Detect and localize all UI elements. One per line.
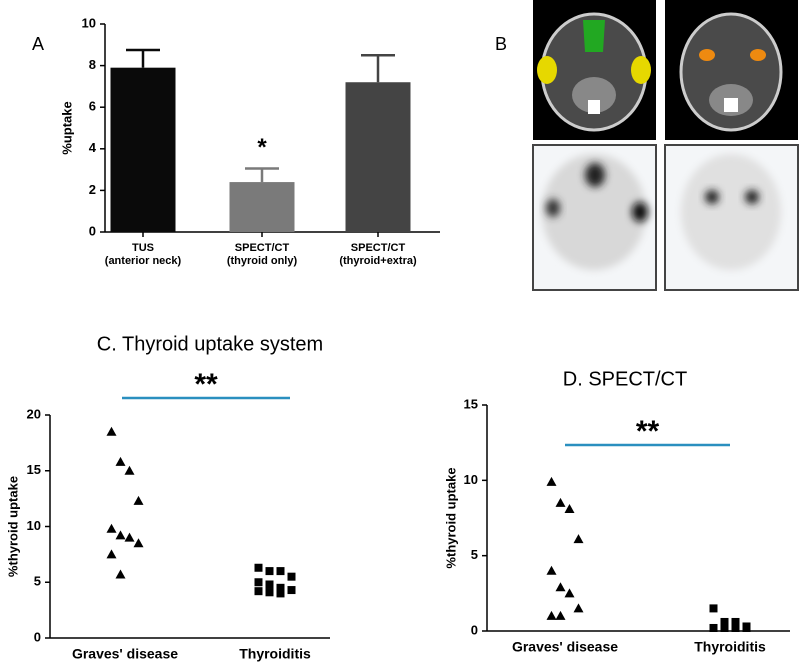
- y-tick-label: 5: [471, 547, 478, 562]
- error-bar: [126, 48, 160, 68]
- point: [115, 456, 126, 466]
- point: [133, 495, 144, 505]
- point: [546, 610, 557, 620]
- chart-title: D. SPECT/CT: [563, 368, 687, 390]
- point: [546, 565, 557, 575]
- bar: [345, 82, 411, 233]
- y-axis-label: %thyroid uptake: [443, 467, 458, 568]
- x-tick-label: SPECT/CT (thyroid only): [226, 242, 298, 267]
- point: [276, 567, 285, 576]
- point: [564, 588, 575, 598]
- y-tick-label: 4: [89, 140, 97, 155]
- bar: [229, 182, 295, 232]
- point: [265, 588, 274, 597]
- y-tick-label: 2: [89, 182, 96, 197]
- point: [276, 589, 285, 598]
- point: [731, 623, 740, 632]
- point: [276, 583, 285, 592]
- panel-label: B: [495, 34, 507, 54]
- point: [546, 476, 557, 486]
- point: [254, 578, 263, 587]
- y-tick-label: 20: [27, 406, 41, 421]
- x-tick-label: Thyroiditis: [694, 639, 766, 655]
- y-tick-label: 15: [464, 396, 478, 411]
- y-axis-label: %thyroid uptake: [5, 476, 20, 577]
- annotation: **: [194, 368, 218, 401]
- y-tick-label: 10: [27, 518, 41, 533]
- point: [720, 617, 729, 626]
- x-tick-label: TUS (anterior neck): [104, 242, 182, 267]
- panel-label: A: [32, 34, 44, 54]
- point: [720, 622, 729, 631]
- point: [555, 497, 566, 507]
- point: [115, 569, 126, 579]
- y-axis-label: %uptake: [59, 101, 74, 154]
- point: [265, 567, 274, 576]
- point: [106, 426, 117, 436]
- point: [709, 604, 718, 613]
- point: [709, 623, 718, 632]
- x-tick-label: Graves' disease: [72, 646, 178, 662]
- y-tick-label: 10: [464, 472, 478, 487]
- point: [742, 623, 751, 632]
- point: [555, 610, 566, 620]
- point: [573, 534, 584, 544]
- x-tick-label: SPECT/CT (thyroid+extra): [339, 242, 417, 267]
- point: [287, 572, 296, 581]
- error-bar: [245, 167, 279, 183]
- ct-images: [533, 0, 798, 140]
- point: [124, 465, 135, 475]
- error-bar: [361, 53, 395, 83]
- y-tick-label: 0: [34, 629, 41, 644]
- point: [254, 563, 263, 572]
- point: [106, 549, 117, 559]
- annotation: **: [636, 415, 660, 448]
- point: [106, 523, 117, 533]
- bar: [110, 67, 176, 233]
- point: [124, 532, 135, 542]
- point: [555, 582, 566, 592]
- y-tick-label: 15: [27, 462, 41, 477]
- point: [731, 617, 740, 626]
- y-tick-label: 0: [89, 223, 96, 238]
- spect-images: [532, 144, 799, 291]
- point: [564, 503, 575, 513]
- y-tick-label: 0: [471, 622, 478, 637]
- point: [573, 603, 584, 613]
- point: [115, 530, 126, 540]
- chart-title: C. Thyroid uptake system: [97, 333, 323, 355]
- point: [133, 538, 144, 548]
- y-tick-label: 5: [34, 574, 41, 589]
- point: [265, 580, 274, 589]
- point: [287, 586, 296, 595]
- x-tick-label: Thyroiditis: [239, 646, 311, 662]
- y-tick-label: 10: [82, 15, 96, 30]
- x-tick-label: Graves' disease: [512, 639, 618, 655]
- annotation: *: [257, 134, 267, 161]
- y-tick-label: 6: [89, 99, 96, 114]
- point: [254, 587, 263, 596]
- y-tick-label: 8: [89, 57, 96, 72]
